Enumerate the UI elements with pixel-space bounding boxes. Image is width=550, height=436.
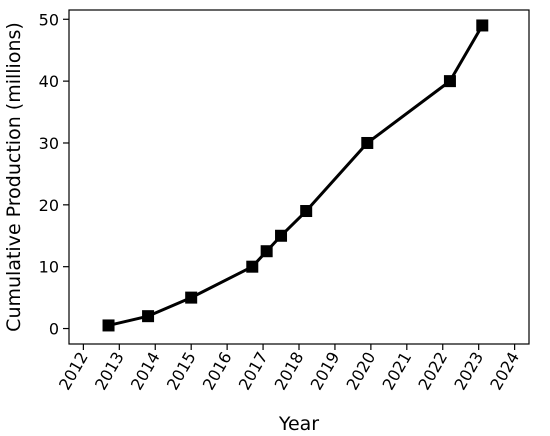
y-tick-label: 50 — [39, 10, 59, 29]
series-line — [108, 24, 484, 327]
data-point-marker — [443, 75, 456, 88]
x-tick-label: 2024 — [486, 349, 523, 394]
y-axis-label: Cumulative Production (millions) — [3, 22, 25, 332]
x-axis-label: Year — [278, 413, 319, 435]
x-tick-label: 2020 — [343, 349, 380, 394]
x-tick-label: 2021 — [378, 349, 415, 394]
x-tick-label: 2022 — [414, 349, 451, 394]
x-tick-label: 2013 — [91, 349, 128, 394]
data-point-marker — [185, 291, 198, 304]
data-point-marker — [246, 260, 259, 273]
data-point-marker — [300, 205, 313, 218]
y-tick-label: 10 — [39, 258, 59, 277]
data-point-marker — [102, 319, 115, 332]
x-tick-label: 2016 — [199, 349, 236, 394]
data-point-marker — [275, 229, 288, 242]
data-point-marker — [142, 310, 155, 323]
x-axis: 2012 2013 2014 2015 2016 2017 2018 2019 2020 2021… — [55, 344, 523, 393]
y-tick-label: 40 — [39, 72, 59, 91]
y-tick-label: 30 — [39, 134, 59, 153]
plot-layer — [102, 19, 489, 332]
data-point-marker — [260, 245, 273, 258]
x-tick-label: 2015 — [163, 349, 200, 394]
x-tick-label: 2023 — [450, 349, 487, 394]
x-tick-label: 2019 — [307, 349, 344, 394]
plot-frame — [68, 9, 530, 345]
y-axis: 0 10 20 30 40 50 — [39, 10, 69, 339]
data-point-marker — [361, 136, 374, 149]
x-tick-label: 2014 — [127, 349, 164, 394]
x-tick-label: 2018 — [271, 349, 308, 394]
x-tick-label: 2012 — [55, 349, 92, 394]
data-point-marker — [476, 19, 489, 32]
y-tick-label: 0 — [49, 320, 59, 339]
y-tick-label: 20 — [39, 196, 59, 215]
x-tick-label: 2017 — [235, 349, 272, 394]
